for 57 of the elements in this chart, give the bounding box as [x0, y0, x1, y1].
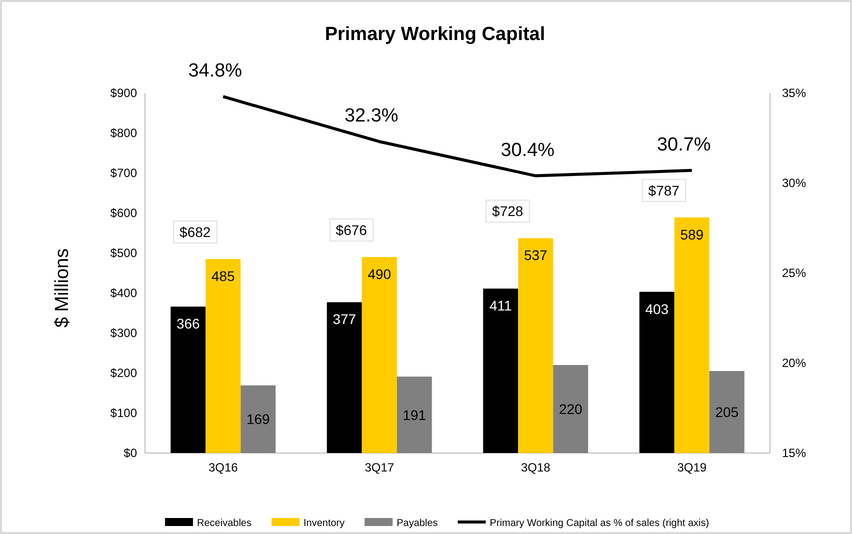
data-label: 403 [645, 300, 669, 317]
y2-tick-label: 20% [782, 356, 806, 370]
y-tick-label: $0 [124, 446, 138, 460]
data-label: 377 [332, 311, 356, 328]
bar [518, 238, 554, 453]
bar [674, 217, 710, 453]
y-tick-label: $600 [110, 206, 138, 220]
y-tick-label: $700 [110, 166, 138, 180]
bar [639, 292, 674, 453]
legend-label: Receivables [197, 518, 252, 529]
data-label: 30.4% [500, 140, 555, 161]
y2-tick-label: 15% [782, 446, 806, 460]
data-label: 220 [558, 401, 583, 417]
x-tick-label: 3Q18 [520, 460, 551, 475]
data-label: 490 [368, 266, 392, 282]
data-label: 169 [246, 411, 270, 428]
data-label: 589 [680, 226, 704, 242]
bar [396, 376, 432, 453]
legend-label: Payables [396, 518, 438, 529]
x-tick-label: 3Q17 [364, 460, 394, 475]
y-axis-title: $ Millions [52, 248, 73, 328]
annotation: $682 [180, 224, 211, 240]
data-label: 366 [176, 316, 200, 332]
legend-label: Primary Working Capital as % of sales (right axis) [490, 518, 710, 529]
x-tick-label: 3Q16 [208, 460, 238, 475]
bar [206, 259, 241, 453]
legend-label: Inventory [303, 518, 345, 529]
y-tick-label: $800 [110, 126, 138, 140]
data-label: 191 [402, 406, 426, 423]
y2-tick-label: 35% [782, 86, 806, 100]
data-label: 411 [489, 298, 512, 314]
data-label: 205 [715, 404, 739, 420]
data-label: 30.7% [656, 134, 711, 156]
annotation: $728 [492, 203, 524, 220]
bar [326, 302, 362, 453]
y-tick-label: $500 [110, 246, 138, 260]
y-tick-label: $400 [110, 286, 138, 300]
x-tick-label: 3Q19 [677, 460, 707, 475]
bar [483, 288, 518, 453]
data-label: 34.8% [188, 60, 242, 82]
bar [240, 385, 276, 453]
annotation: $676 [336, 222, 368, 238]
bar [362, 257, 397, 453]
data-label: 32.3% [344, 106, 398, 127]
y-tick-label: $300 [110, 326, 138, 340]
bar [553, 365, 588, 453]
y-tick-label: $100 [110, 406, 138, 420]
annotation: $787 [648, 182, 680, 198]
y2-tick-label: 25% [782, 266, 806, 280]
y-tick-label: $900 [110, 86, 138, 100]
y2-tick-label: 30% [782, 176, 806, 190]
bar [170, 306, 206, 453]
bar [709, 371, 744, 453]
chart-title: Primary Working Capital [324, 24, 546, 45]
data-label: 537 [524, 247, 548, 264]
data-label: 485 [211, 268, 236, 284]
y-tick-label: $200 [110, 366, 138, 380]
